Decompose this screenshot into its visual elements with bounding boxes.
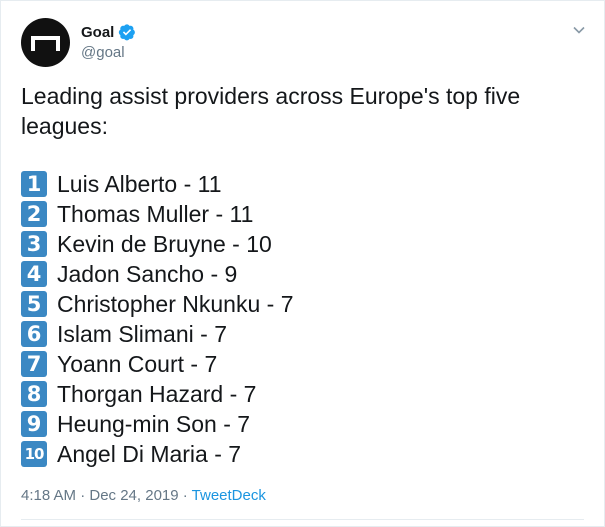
tweet-text: Leading assist providers across Europe's… xyxy=(21,83,521,139)
list-item-text: Angel Di Maria - 7 xyxy=(57,440,242,467)
keycap-number-icon: 9 xyxy=(21,411,47,437)
account-handle[interactable]: @goal xyxy=(81,44,125,61)
account-name[interactable]: Goal xyxy=(81,23,115,41)
list-item-text: Thomas Muller - 11 xyxy=(57,200,254,227)
list-item: 9 Heung-min Son - 7 xyxy=(21,409,294,439)
list-item-text: Kevin de Bruyne - 10 xyxy=(57,230,272,257)
keycap-number-icon: 8 xyxy=(21,381,47,407)
keycap-number-icon: 5 xyxy=(21,291,47,317)
list-item-text: Heung-min Son - 7 xyxy=(57,410,251,437)
list-item: 7 Yoann Court - 7 xyxy=(21,349,294,379)
list-item-text: Yoann Court - 7 xyxy=(57,350,218,377)
tweet-meta: 4:18 AM · Dec 24, 2019 · TweetDeck xyxy=(21,487,266,504)
list-item-text: Christopher Nkunku - 7 xyxy=(57,290,294,317)
tweet-source-link[interactable]: TweetDeck xyxy=(191,487,266,504)
list-item-text: Luis Alberto - 11 xyxy=(57,170,222,197)
list-item: 5 Christopher Nkunku - 7 xyxy=(21,289,294,319)
avatar[interactable] xyxy=(21,18,70,67)
goal-logo-icon xyxy=(31,36,60,51)
keycap-number-icon: 3 xyxy=(21,231,47,257)
divider xyxy=(21,519,584,520)
chevron-down-icon[interactable] xyxy=(572,23,586,37)
list-item: 4 Jadon Sancho - 9 xyxy=(21,259,294,289)
account-name-row[interactable]: Goal xyxy=(81,23,136,41)
list-item: 3 Kevin de Bruyne - 10 xyxy=(21,229,294,259)
verified-badge-icon xyxy=(119,24,136,41)
keycap-number-icon: 4 xyxy=(21,261,47,287)
list-item: 2 Thomas Muller - 11 xyxy=(21,199,294,229)
list-item-text: Jadon Sancho - 9 xyxy=(57,260,238,287)
list-item: 10 Angel Di Maria - 7 xyxy=(21,439,294,469)
keycap-number-icon: 2 xyxy=(21,201,47,227)
keycap-number-icon: 6 xyxy=(21,321,47,347)
list-item-text: Islam Slimani - 7 xyxy=(57,320,227,347)
keycap-number-icon: 7 xyxy=(21,351,47,377)
tweet-timestamp[interactable]: 4:18 AM · Dec 24, 2019 · xyxy=(21,487,192,504)
assist-list: 1 Luis Alberto - 11 2 Thomas Muller - 11 3 Ke… xyxy=(21,169,294,469)
list-item-text: Thorgan Hazard - 7 xyxy=(57,380,257,407)
keycap-number-icon: 1 xyxy=(21,171,47,197)
list-item: 1 Luis Alberto - 11 xyxy=(21,169,294,199)
list-item: 6 Islam Slimani - 7 xyxy=(21,319,294,349)
list-item: 8 Thorgan Hazard - 7 xyxy=(21,379,294,409)
keycap-number-icon: 10 xyxy=(21,441,47,467)
